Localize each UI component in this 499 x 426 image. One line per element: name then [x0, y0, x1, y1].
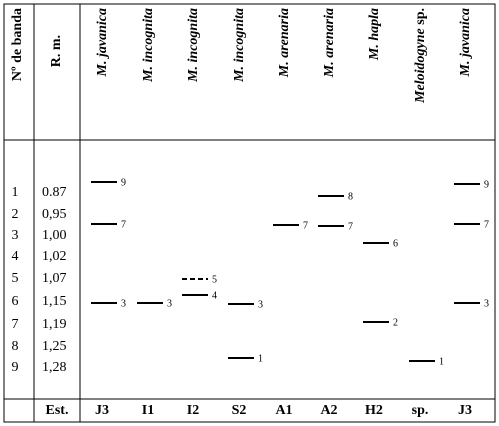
column-header: Meloidogyne sp. [413, 8, 428, 104]
column-footer: sp. [412, 403, 429, 418]
band-label: 3 [121, 298, 126, 309]
band-label: 4 [212, 290, 217, 301]
header-name: M. incognita [186, 8, 201, 83]
border [3, 3, 496, 423]
band-number: 9 [12, 360, 19, 375]
band-label: 1 [439, 356, 444, 367]
column-header: M. arenaria [322, 8, 337, 78]
column-header: M. arenaria [277, 8, 292, 78]
band-number: 5 [12, 271, 19, 286]
band-label: 1 [258, 353, 263, 364]
band-label: 7 [484, 219, 489, 230]
rm-value: 0,95 [42, 207, 67, 222]
header-name: M. javanica [458, 8, 473, 77]
column-footer: J3 [458, 403, 472, 418]
band-label: 5 [212, 274, 217, 285]
rm-value: 1,15 [42, 294, 67, 309]
rm-value: 1,00 [42, 228, 67, 243]
header-name: Meloidogyne [413, 25, 428, 104]
rm-value: 1,19 [42, 317, 67, 332]
column-footer: I1 [142, 403, 154, 418]
band-number: 8 [12, 339, 19, 354]
column-header: M. hapla [367, 8, 382, 61]
band-label: 6 [393, 238, 398, 249]
header-name: M. incognita [141, 8, 156, 83]
band-number: 1 [12, 185, 19, 200]
band-label: 3 [258, 299, 263, 310]
footer-label: Est. [46, 403, 69, 418]
rm-value: 1,28 [42, 360, 67, 375]
column-header: M. javanica [95, 8, 110, 77]
column-header: M. incognita [141, 8, 156, 83]
band-label: 9 [484, 179, 489, 190]
band-number: 2 [12, 207, 19, 222]
column-footer: S2 [232, 403, 247, 418]
band-number: 4 [12, 249, 19, 264]
column-footer: I2 [187, 403, 199, 418]
column-header: M. incognita [232, 8, 247, 83]
band-number: 3 [12, 228, 19, 243]
band-label: 3 [484, 298, 489, 309]
rm-value: 0.87 [42, 185, 67, 200]
header-name: M. javanica [95, 8, 110, 77]
header-suffix: sp. [413, 8, 428, 25]
band-label: 8 [348, 191, 353, 202]
header-name: M. hapla [367, 8, 382, 61]
column-footer: J3 [95, 403, 109, 418]
column-footer: A2 [320, 403, 337, 418]
band-label: 7 [348, 221, 353, 232]
column-footer: H2 [365, 403, 383, 418]
band-label: 7 [303, 220, 308, 231]
band-label: 7 [121, 219, 126, 230]
rm-value: 1,02 [42, 249, 67, 264]
band-label: 9 [121, 177, 126, 188]
band-label: 3 [167, 298, 172, 309]
header-name: M. incognita [232, 8, 247, 83]
column-footer: A1 [275, 403, 292, 418]
column-header: M. javanica [458, 8, 473, 77]
rm-value: 1,25 [42, 339, 67, 354]
header-name: M. arenaria [277, 8, 292, 78]
band-label: 2 [393, 317, 398, 328]
rm-header: R. m. [49, 35, 64, 67]
header-name: M. arenaria [322, 8, 337, 78]
band-number: 7 [12, 317, 19, 332]
rm-value: 1,07 [42, 271, 67, 286]
band-number: 6 [12, 294, 19, 309]
band-number-header: Nº de banda [10, 8, 25, 81]
column-header: M. incognita [186, 8, 201, 83]
